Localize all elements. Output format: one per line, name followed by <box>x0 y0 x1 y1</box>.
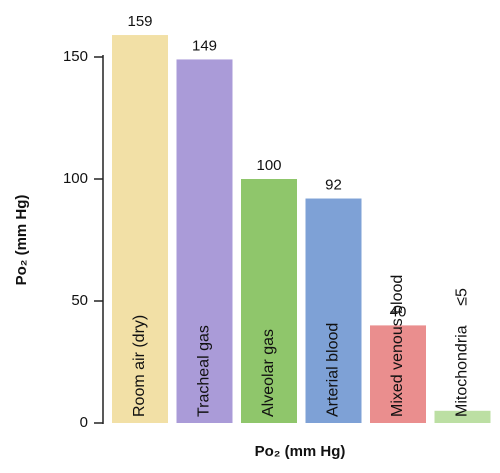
y-tick-label: 150 <box>63 48 88 65</box>
y-axis-title: Po₂ (mm Hg) <box>13 195 30 286</box>
bar <box>305 198 362 423</box>
value-label: 40 <box>390 303 407 320</box>
value-label: 92 <box>325 176 342 193</box>
x-tick-label: Room air (dry) <box>131 315 148 417</box>
x-tick-label: Tracheal gas <box>196 325 213 417</box>
value-label: 149 <box>192 37 217 54</box>
y-tick-label: 50 <box>71 292 88 309</box>
x-tick-label: Arterial blood <box>325 323 342 417</box>
bar <box>112 35 168 423</box>
bar <box>241 179 297 423</box>
x-tick-label: Mitochondria <box>454 325 471 417</box>
x-tick-label: Mixed venous blood <box>389 275 406 417</box>
x-axis-title: Po₂ (mm Hg) <box>255 443 346 460</box>
value-label: 159 <box>127 13 152 30</box>
value-label: ≤5 <box>454 288 471 306</box>
bar <box>370 325 426 423</box>
y-tick-label: 0 <box>80 414 88 431</box>
bar <box>176 59 233 423</box>
x-tick-label: Alveolar gas <box>260 329 277 417</box>
value-label: 100 <box>256 157 281 174</box>
bar <box>434 410 491 423</box>
y-tick-label: 100 <box>63 170 88 187</box>
